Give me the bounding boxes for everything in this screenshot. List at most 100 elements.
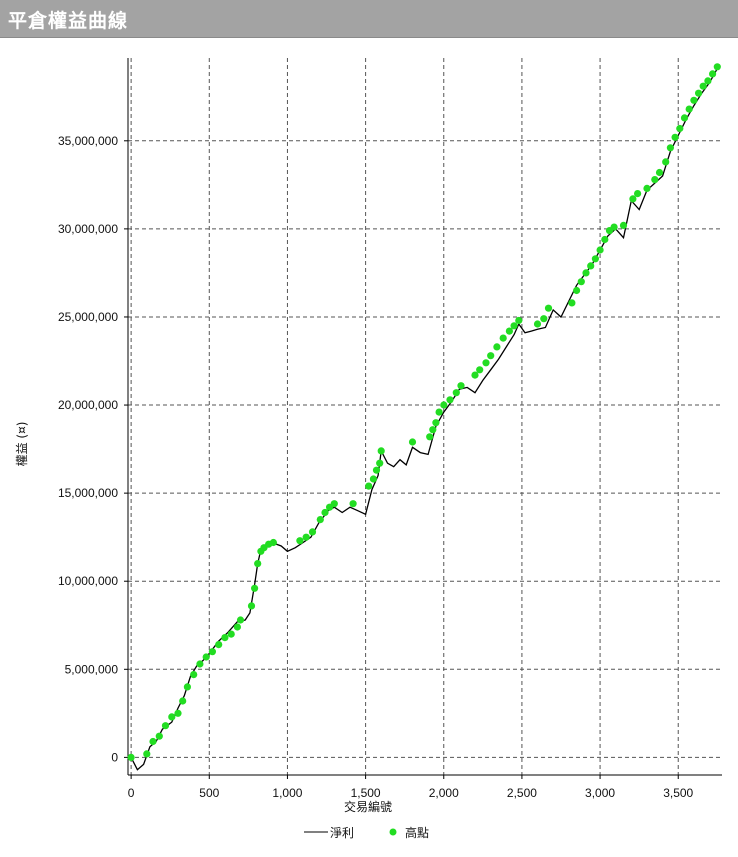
y-tick-label: 10,000,000 bbox=[58, 574, 118, 588]
high-point-marker bbox=[582, 269, 590, 277]
y-tick-label: 20,000,000 bbox=[58, 398, 118, 412]
high-point-marker bbox=[269, 538, 277, 547]
high-point-marker bbox=[482, 359, 490, 367]
high-point-marker bbox=[568, 299, 576, 307]
y-tick-label: 15,000,000 bbox=[58, 486, 118, 500]
x-tick-label: 1,500 bbox=[351, 786, 381, 800]
high-point-marker bbox=[499, 334, 507, 342]
high-point-marker bbox=[629, 195, 637, 203]
legend-label-high: 高點 bbox=[405, 825, 429, 840]
high-point-marker bbox=[704, 77, 712, 85]
high-point-marker bbox=[690, 96, 698, 104]
high-point-marker bbox=[540, 315, 548, 323]
high-point-marker bbox=[233, 623, 241, 631]
high-point-marker bbox=[493, 343, 501, 351]
high-point-marker bbox=[149, 737, 157, 746]
high-point-marker bbox=[533, 320, 542, 328]
high-point-marker bbox=[685, 105, 693, 113]
y-tick-labels: 0 5,000,000 10,000,000 15,000,000 20,000,000… bbox=[58, 134, 128, 764]
high-point-marker bbox=[544, 304, 553, 312]
high-point-marker bbox=[190, 671, 198, 679]
high-point-marker bbox=[619, 221, 628, 229]
high-point-marker bbox=[510, 322, 518, 330]
high-point-marker bbox=[655, 168, 664, 177]
high-point-marker bbox=[247, 602, 256, 610]
legend-marker-high bbox=[389, 828, 397, 836]
high-point-marker bbox=[643, 184, 651, 192]
high-point-marker bbox=[487, 352, 495, 360]
grid-lines bbox=[128, 58, 722, 775]
y-tick-label: 30,000,000 bbox=[58, 222, 118, 236]
high-point-marker bbox=[296, 537, 304, 545]
high-point-marker bbox=[174, 709, 182, 717]
high-point-marker bbox=[591, 255, 600, 263]
series-layer bbox=[127, 63, 721, 771]
axes bbox=[127, 58, 722, 776]
high-point-marker bbox=[505, 327, 513, 335]
high-point-marker bbox=[610, 223, 618, 231]
high-point-marker bbox=[372, 466, 381, 474]
x-tick-labels: 0 500 1,000 1,500 2,000 2,500 3,000 3,500 bbox=[128, 775, 694, 800]
high-point-marker bbox=[573, 286, 581, 295]
high-point-marker bbox=[440, 401, 448, 409]
high-point-marker bbox=[713, 63, 721, 71]
high-point-marker bbox=[302, 533, 310, 541]
x-axis-label: 交易編號 bbox=[344, 799, 392, 814]
x-tick-label: 2,500 bbox=[507, 786, 537, 800]
high-point-marker bbox=[221, 634, 229, 642]
high-point-marker bbox=[365, 482, 373, 490]
high-point-marker bbox=[476, 366, 484, 374]
x-tick-label: 3,500 bbox=[663, 786, 693, 800]
high-point-marker bbox=[349, 500, 357, 508]
high-point-marker bbox=[429, 426, 437, 434]
high-point-marker bbox=[321, 508, 329, 517]
high-point-marker bbox=[227, 630, 235, 638]
y-tick-label: 25,000,000 bbox=[58, 310, 118, 324]
x-tick-label: 2,000 bbox=[429, 786, 459, 800]
high-point-marker bbox=[457, 382, 465, 390]
high-point-marker bbox=[183, 683, 191, 691]
high-point-marker bbox=[651, 176, 659, 184]
window-title: 平倉權益曲線 bbox=[8, 10, 129, 32]
x-tick-label: 500 bbox=[199, 786, 219, 800]
high-point-marker bbox=[515, 316, 523, 325]
high-point-marker bbox=[251, 584, 259, 592]
high-point-marker bbox=[208, 648, 216, 656]
high-point-marker bbox=[587, 262, 595, 270]
high-point-marker bbox=[432, 419, 440, 427]
high-point-marker bbox=[662, 158, 670, 166]
x-tick-label: 3,000 bbox=[585, 786, 615, 800]
high-point-marker bbox=[671, 133, 679, 141]
high-point-marker bbox=[202, 653, 210, 661]
equity-chart: 0 5,000,000 10,000,000 15,000,000 20,000,000… bbox=[15, 58, 722, 840]
high-point-marker bbox=[377, 447, 385, 455]
high-point-marker bbox=[596, 246, 604, 254]
high-point-marker bbox=[471, 371, 479, 379]
high-point-marker bbox=[408, 438, 417, 446]
high-point-marker bbox=[316, 516, 324, 524]
high-point-marker bbox=[676, 124, 684, 133]
high-point-marker bbox=[215, 641, 223, 649]
legend: 淨利 高點 bbox=[304, 825, 429, 840]
high-point-marker bbox=[666, 144, 675, 152]
high-point-marker bbox=[376, 459, 384, 467]
y-tick-label: 5,000,000 bbox=[65, 662, 119, 676]
high-point-marker bbox=[127, 753, 135, 762]
high-point-marker bbox=[577, 278, 585, 286]
y-tick-label: 35,000,000 bbox=[58, 134, 118, 148]
high-point-marker bbox=[699, 82, 707, 90]
high-point-marker bbox=[452, 389, 460, 397]
legend-label-net-profit: 淨利 bbox=[330, 826, 354, 840]
high-point-marker bbox=[330, 500, 338, 508]
high-point-marker bbox=[369, 475, 377, 483]
high-point-marker bbox=[308, 528, 317, 536]
high-point-marker bbox=[709, 70, 717, 78]
high-point-marker bbox=[634, 190, 642, 198]
window-titlebar: 平倉權益曲線 bbox=[0, 0, 738, 38]
high-point-marker bbox=[435, 408, 443, 416]
x-tick-label: 0 bbox=[128, 786, 135, 800]
high-point-marker bbox=[254, 560, 262, 568]
high-point-marker bbox=[168, 713, 176, 721]
high-point-marker bbox=[196, 660, 204, 668]
high-point-marker bbox=[695, 89, 703, 97]
